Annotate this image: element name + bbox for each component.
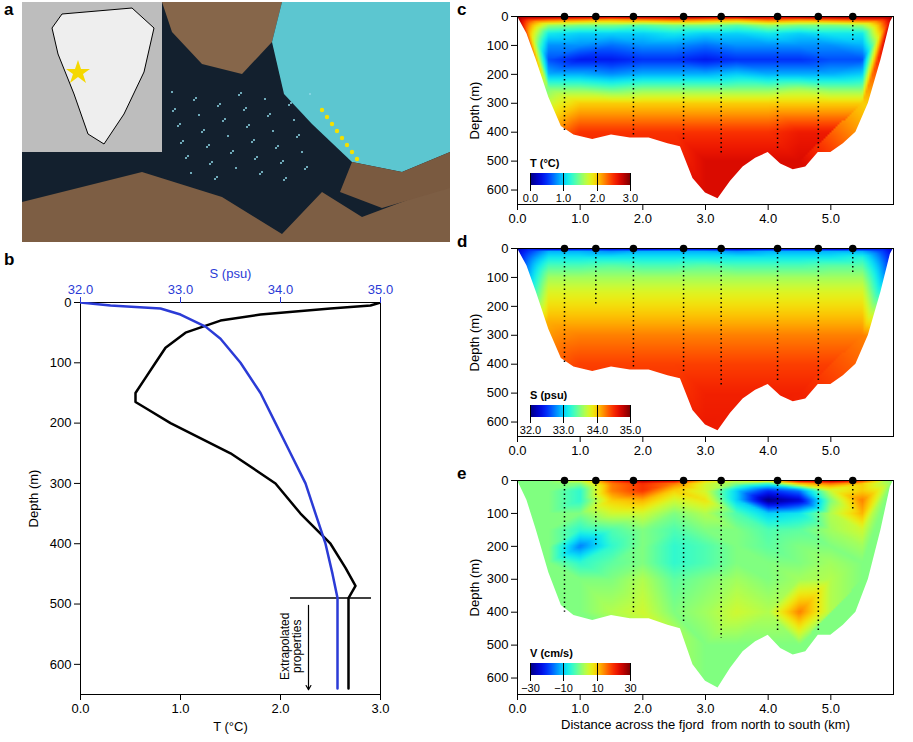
svg-text:1.0: 1.0: [571, 211, 589, 226]
svg-text:0.0: 0.0: [508, 701, 526, 716]
svg-text:1.0: 1.0: [171, 701, 189, 716]
svg-text:35.0: 35.0: [620, 424, 641, 436]
svg-text:Extrapolatedproperties: Extrapolatedproperties: [278, 613, 304, 680]
svg-text:4.0: 4.0: [759, 443, 777, 458]
svg-text:34.0: 34.0: [587, 424, 608, 436]
html-text:b: b: [4, 250, 15, 269]
svg-text:500: 500: [50, 596, 72, 611]
svg-text:Depth (m): Depth (m): [467, 314, 482, 372]
svg-text:10: 10: [591, 682, 603, 694]
html-text:c: c: [457, 0, 467, 19]
svg-text:Depth (m): Depth (m): [467, 559, 482, 617]
svg-text:0: 0: [64, 295, 71, 310]
svg-text:0.0: 0.0: [508, 443, 526, 458]
svg-text:300: 300: [487, 327, 509, 342]
svg-text:2.0: 2.0: [634, 211, 652, 226]
svg-text:400: 400: [487, 124, 509, 139]
svg-text:Depth (m): Depth (m): [26, 470, 41, 528]
svg-text:Distance across the fjord fro: Distance across the fjord from north to …: [561, 717, 850, 732]
svg-text:4.0: 4.0: [759, 701, 777, 716]
svg-text:500: 500: [487, 637, 509, 652]
svg-text:0: 0: [501, 241, 508, 256]
svg-text:S (psu): S (psu): [530, 389, 568, 401]
svg-text:2.0: 2.0: [590, 192, 605, 204]
svg-text:30: 30: [624, 682, 636, 694]
svg-text:2.0: 2.0: [271, 701, 289, 716]
svg-text:600: 600: [487, 414, 509, 429]
html-text:a: a: [4, 0, 14, 19]
svg-text:300: 300: [487, 95, 509, 110]
svg-text:200: 200: [50, 415, 72, 430]
svg-text:−10: −10: [554, 682, 573, 694]
svg-text:200: 200: [487, 539, 509, 554]
svg-text:32.0: 32.0: [68, 282, 93, 297]
svg-text:600: 600: [50, 657, 72, 672]
svg-text:0.0: 0.0: [508, 211, 526, 226]
svg-text:3.0: 3.0: [696, 211, 714, 226]
svg-text:400: 400: [487, 356, 509, 371]
svg-text:400: 400: [50, 536, 72, 551]
svg-text:Depth (m): Depth (m): [467, 82, 482, 140]
svg-text:5.0: 5.0: [822, 443, 840, 458]
svg-text:100: 100: [487, 38, 509, 53]
svg-text:400: 400: [487, 604, 509, 619]
svg-text:0: 0: [501, 9, 508, 24]
svg-text:3.0: 3.0: [623, 192, 638, 204]
svg-text:300: 300: [50, 476, 72, 491]
html-text:e: e: [457, 464, 467, 483]
svg-text:300: 300: [487, 571, 509, 586]
svg-text:1.0: 1.0: [556, 192, 571, 204]
svg-text:2.0: 2.0: [634, 701, 652, 716]
svg-text:0.0: 0.0: [523, 192, 538, 204]
svg-text:100: 100: [50, 355, 72, 370]
svg-text:T (°C): T (°C): [530, 157, 560, 169]
svg-text:4.0: 4.0: [759, 211, 777, 226]
svg-text:200: 200: [487, 299, 509, 314]
html-text:d: d: [457, 232, 468, 251]
svg-text:T (°C): T (°C): [213, 719, 248, 734]
svg-text:32.0: 32.0: [520, 424, 541, 436]
svg-text:33.0: 33.0: [553, 424, 574, 436]
svg-text:500: 500: [487, 153, 509, 168]
svg-text:0: 0: [501, 473, 508, 488]
svg-text:5.0: 5.0: [822, 701, 840, 716]
svg-text:0.0: 0.0: [71, 701, 89, 716]
svg-text:34.0: 34.0: [268, 282, 293, 297]
svg-text:3.0: 3.0: [696, 701, 714, 716]
svg-text:V (cm/s): V (cm/s): [530, 647, 573, 659]
svg-text:5.0: 5.0: [822, 211, 840, 226]
svg-text:1.0: 1.0: [571, 701, 589, 716]
svg-text:3.0: 3.0: [696, 443, 714, 458]
svg-text:100: 100: [487, 506, 509, 521]
svg-text:35.0: 35.0: [368, 282, 393, 297]
svg-text:100: 100: [487, 270, 509, 285]
svg-text:500: 500: [487, 385, 509, 400]
svg-text:1.0: 1.0: [571, 443, 589, 458]
svg-text:200: 200: [487, 67, 509, 82]
svg-text:33.0: 33.0: [168, 282, 193, 297]
svg-text:S (psu): S (psu): [210, 266, 252, 281]
svg-text:3.0: 3.0: [371, 701, 389, 716]
svg-text:2.0: 2.0: [634, 443, 652, 458]
svg-text:600: 600: [487, 670, 509, 685]
svg-text:600: 600: [487, 182, 509, 197]
svg-text:−30: −30: [521, 682, 540, 694]
